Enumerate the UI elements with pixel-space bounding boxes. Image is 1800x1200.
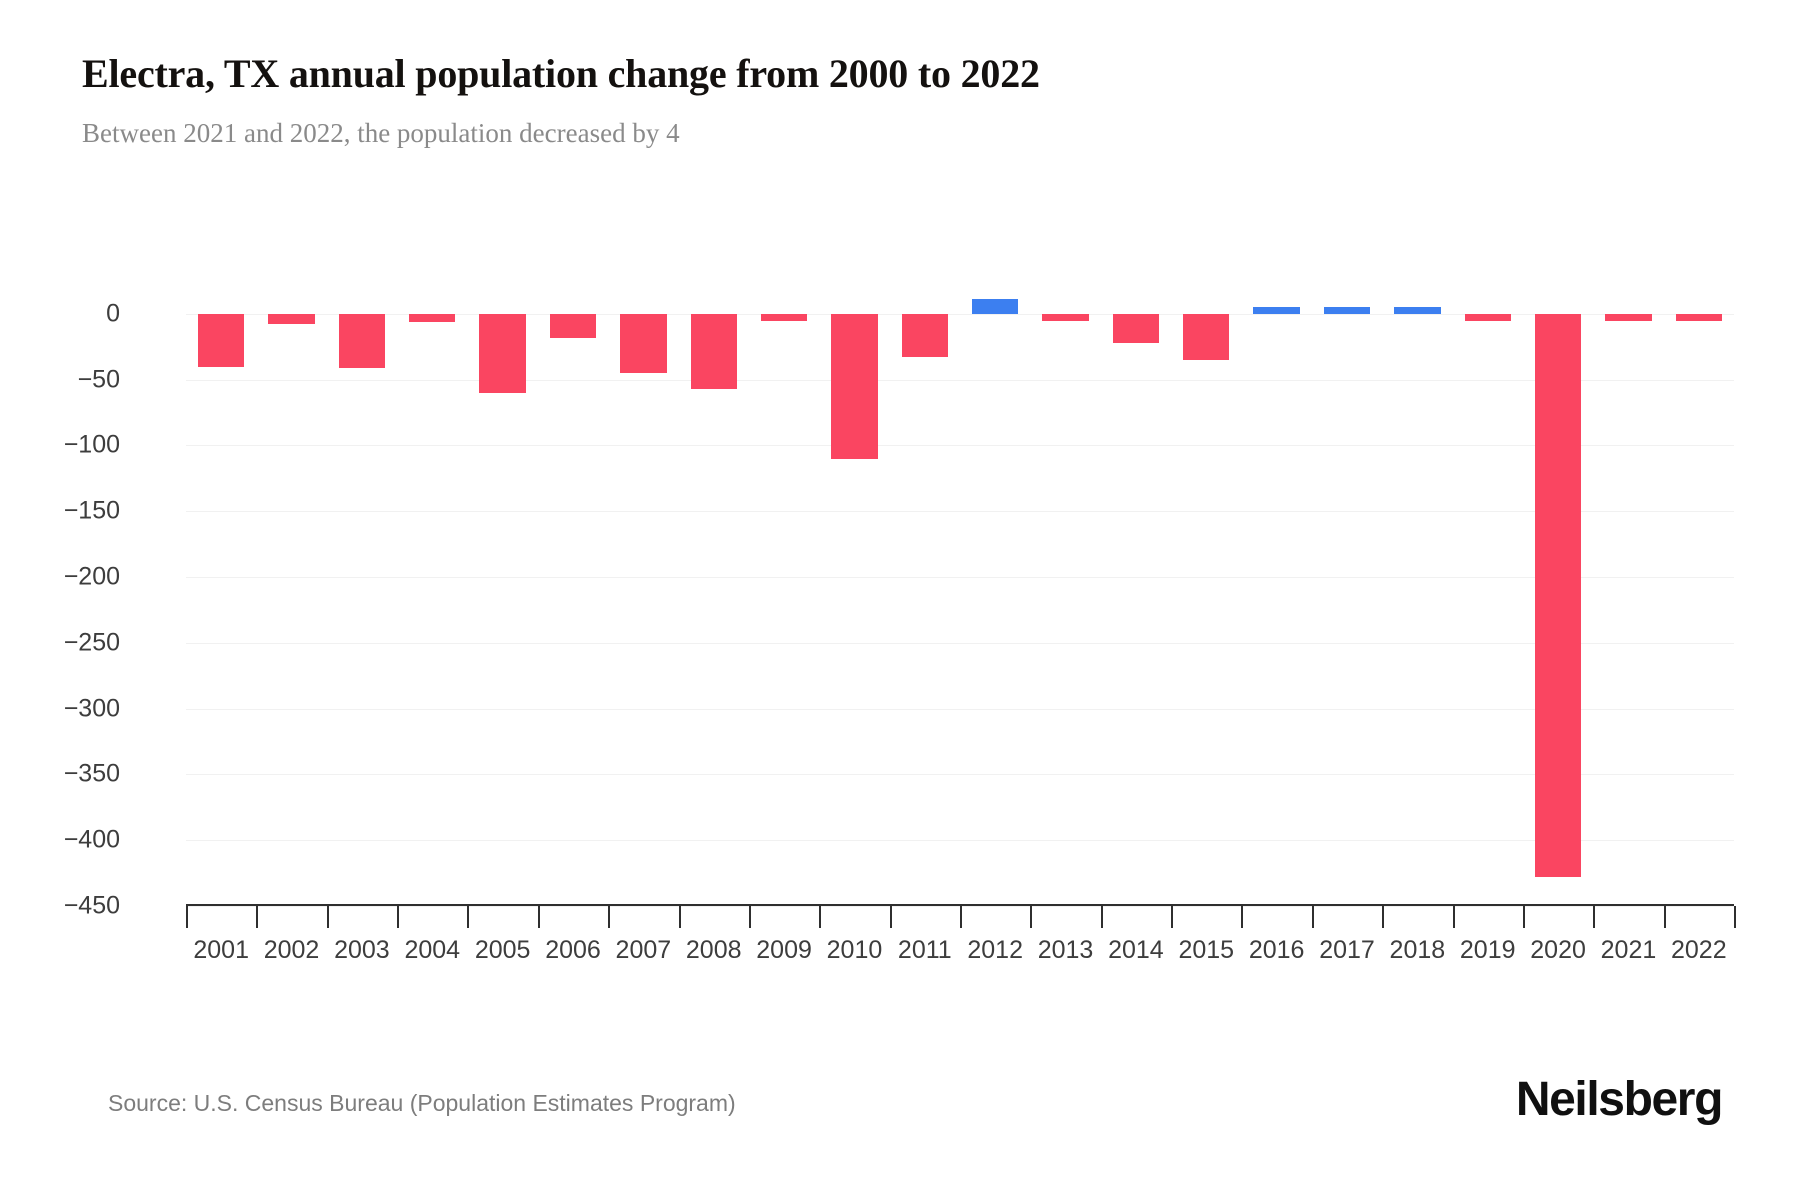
x-axis-tick [1241, 906, 1244, 928]
x-axis-label: 2015 [1178, 936, 1235, 964]
bar-2013[interactable] [1042, 313, 1089, 321]
gridline [186, 642, 1734, 644]
bar-2022[interactable] [1675, 313, 1723, 321]
y-axis-label: −250 [63, 628, 120, 657]
y-axis-label: −450 [63, 891, 120, 920]
x-axis-tick [889, 906, 892, 928]
x-axis-tick [186, 906, 188, 928]
gridline [186, 840, 1734, 842]
bar-2020[interactable] [1534, 313, 1582, 878]
x-axis-label: 2016 [1248, 936, 1305, 964]
x-axis-tick [326, 906, 329, 928]
x-axis-label: 2007 [615, 936, 672, 964]
bar-2017[interactable] [1323, 306, 1371, 314]
y-axis-label: −50 [77, 365, 120, 394]
bar-2010[interactable] [831, 313, 878, 459]
x-axis-tick [256, 906, 259, 928]
bar-2005[interactable] [479, 313, 526, 393]
gridline [186, 511, 1734, 513]
bar-2006[interactable] [549, 313, 597, 338]
x-axis-label: 2006 [545, 936, 601, 964]
x-axis-label: 2003 [334, 936, 390, 964]
source-note: Source: U.S. Census Bureau (Population E… [108, 1090, 736, 1116]
x-axis-tick [1734, 906, 1736, 928]
bar-2012[interactable] [971, 299, 1019, 314]
x-axis-label: 2008 [685, 936, 742, 964]
x-axis-tick [960, 906, 962, 928]
page-title: Electra, TX annual population change fro… [82, 51, 1040, 96]
x-axis-label: 2019 [1459, 936, 1516, 964]
y-axis-label: −150 [63, 496, 120, 525]
bar-2015[interactable] [1183, 313, 1230, 360]
x-axis-tick [1593, 906, 1596, 928]
x-axis-label: 2013 [1037, 936, 1094, 964]
bar-2009[interactable] [760, 313, 808, 321]
bar-2014[interactable] [1112, 313, 1160, 343]
bar-2002[interactable] [268, 313, 315, 325]
x-axis-tick [819, 906, 822, 928]
x-axis-label: 2022 [1671, 936, 1727, 964]
x-axis-tick [1100, 906, 1103, 928]
y-axis-label: −400 [63, 825, 120, 854]
x-axis-label: 2012 [967, 936, 1023, 964]
x-axis-tick [678, 906, 681, 928]
y-axis-label: −350 [63, 759, 120, 788]
gridline [186, 708, 1734, 710]
gridline [186, 313, 1734, 315]
x-axis-label: 2010 [826, 936, 883, 964]
gridline [186, 379, 1734, 381]
x-axis-tick [1311, 906, 1314, 928]
y-axis-label: −300 [63, 694, 120, 723]
plot-canvas: 2001 2002 2003 2004 2005 2006 2007 2008 2009 2010… [64, 281, 1736, 964]
x-axis-label: 2009 [756, 936, 812, 964]
gridline [186, 774, 1734, 776]
bar-2004[interactable] [409, 313, 456, 322]
x-axis-label: 2017 [1319, 936, 1375, 964]
bar-2001[interactable] [197, 313, 245, 367]
bar-2003[interactable] [338, 313, 386, 368]
bar-2007[interactable] [620, 313, 667, 374]
x-axis-label: 2018 [1389, 936, 1446, 964]
x-axis-tick [1382, 906, 1385, 928]
chart-subtitle: Between 2021 and 2022, the population de… [82, 118, 680, 148]
gridline [186, 577, 1734, 579]
y-axis-label: −100 [63, 430, 120, 459]
x-axis-label: 2014 [1108, 936, 1164, 964]
x-axis-label: 2011 [897, 936, 952, 964]
x-axis-tick [397, 906, 400, 928]
chart-header: Electra, TX annual population change fro… [82, 50, 1722, 150]
x-axis-label: 2005 [474, 936, 531, 964]
gridline [186, 445, 1734, 447]
x-axis-line [186, 904, 1734, 906]
x-axis-label: 2021 [1600, 936, 1657, 964]
x-axis-tick [1663, 906, 1666, 928]
bar-2011[interactable] [901, 313, 949, 358]
x-axis-tick [748, 906, 751, 928]
x-axis-label: 2004 [404, 936, 461, 964]
bar-2008[interactable] [690, 313, 737, 389]
x-axis-tick [1522, 906, 1525, 928]
brand-logo: Neilsberg [1515, 1073, 1724, 1126]
x-axis-tick [1171, 906, 1174, 928]
bar-2019[interactable] [1464, 313, 1511, 321]
x-axis-tick [1452, 906, 1455, 928]
y-axis-label: 0 [106, 299, 120, 328]
bar-2021[interactable] [1605, 313, 1652, 321]
x-axis-tick [1030, 906, 1033, 928]
bars-group [186, 281, 1734, 906]
x-axis-label: 2001 [193, 936, 249, 964]
bar-2018[interactable] [1394, 306, 1441, 314]
x-axis-tick [537, 906, 540, 928]
x-axis-tick [467, 906, 470, 928]
x-axis-label: 2002 [263, 936, 320, 964]
y-axis-label: −200 [63, 562, 120, 591]
bar-2016[interactable] [1253, 306, 1300, 314]
x-axis-label: 2020 [1530, 936, 1586, 964]
x-axis-tick [608, 906, 611, 928]
